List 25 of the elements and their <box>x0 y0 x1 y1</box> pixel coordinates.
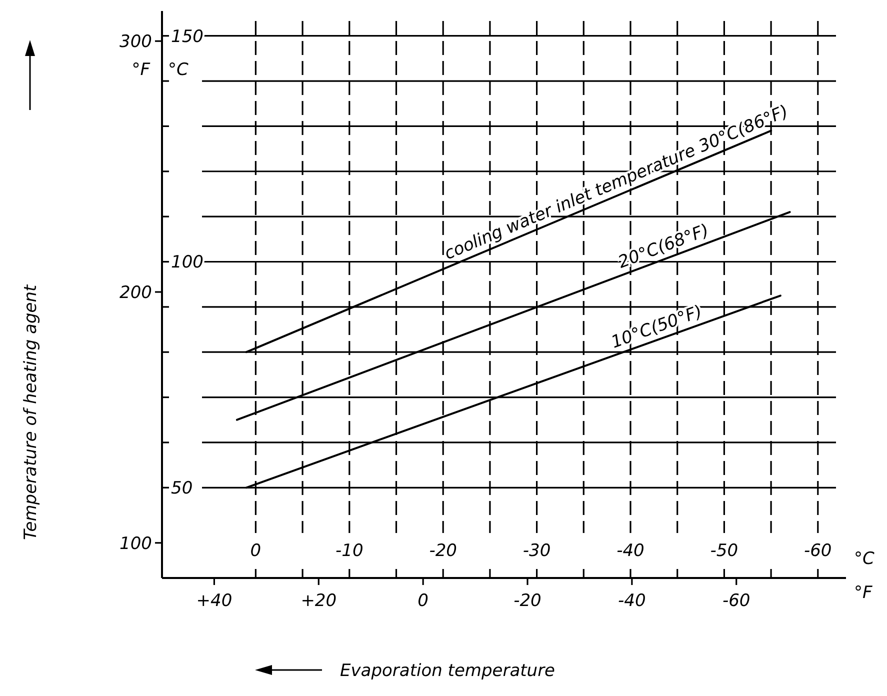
x-tick-label: -40 <box>616 541 644 561</box>
x2-tick-label: +20 <box>300 591 337 611</box>
y-tick-label: 100 <box>120 534 152 554</box>
text: °C <box>854 549 874 569</box>
x-axis-title: Evaporation temperature <box>340 661 556 681</box>
y2-tick-label: 150 <box>171 26 204 47</box>
x2-tick-label: 0 <box>418 591 428 611</box>
y-tick-label: 300 <box>120 32 152 52</box>
x-tick-label: -30 <box>522 541 551 561</box>
x2-tick-label: -20 <box>514 591 542 611</box>
x2-tick-label: +40 <box>196 591 232 611</box>
y2-tick-label: 100 <box>171 252 204 273</box>
annotation: °C <box>168 60 188 80</box>
x-tick-label: -20 <box>429 541 457 561</box>
x-tick-label: 0 <box>250 541 262 561</box>
x2-tick-label: -60 <box>722 591 750 611</box>
y2-tick-label: 50 <box>171 478 193 499</box>
y-axis-title: Temperature of heating agent <box>21 284 41 540</box>
y-tick-label: 200 <box>120 282 152 303</box>
text: °F <box>132 60 150 80</box>
x-tick-label: -10 <box>336 541 364 561</box>
text: °F <box>854 583 872 603</box>
x-tick-label: -50 <box>710 541 738 561</box>
x-tick-label: -60 <box>804 541 832 561</box>
x2-tick-label: -40 <box>618 591 646 611</box>
